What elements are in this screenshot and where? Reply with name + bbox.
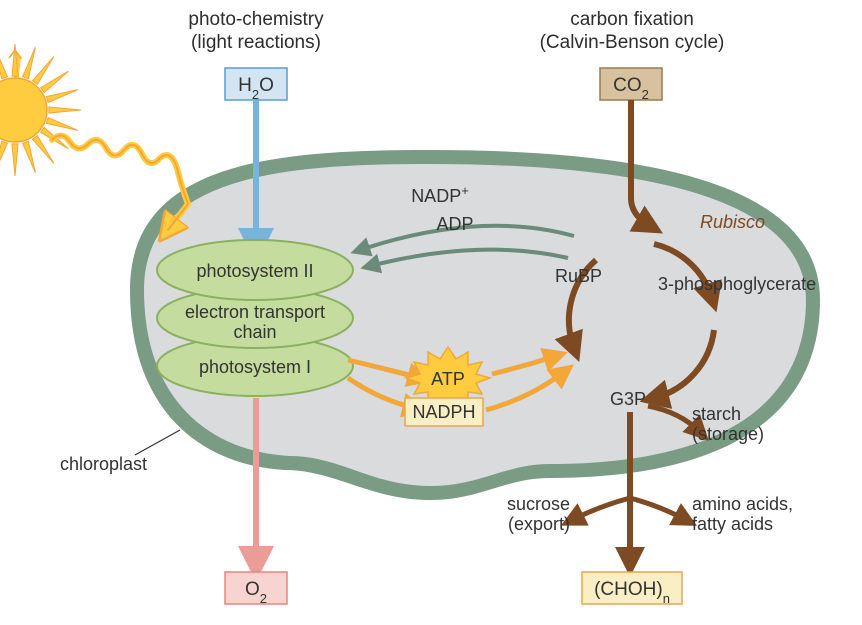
- subtitle-left: (light reactions): [191, 32, 321, 53]
- starch-label: starch: [692, 404, 741, 424]
- fatty-label: fatty acids: [692, 514, 773, 534]
- title-left: photo-chemistry: [188, 9, 324, 30]
- title-right: carbon fixation: [570, 9, 694, 30]
- sun-icon: [0, 44, 81, 176]
- etc-label-2: chain: [233, 322, 276, 342]
- choh-to-sucrose-arrow: [572, 498, 630, 520]
- adp-label: ADP: [436, 214, 473, 234]
- storage-label: (storage): [692, 424, 764, 444]
- subtitle-right: (Calvin-Benson cycle): [540, 32, 725, 53]
- ps1-label: photosystem I: [199, 357, 311, 377]
- export-label: (export): [508, 514, 570, 534]
- nadp-label: NADP+: [411, 183, 469, 207]
- chloroplast-pointer: [135, 430, 180, 455]
- sucrose-label: sucrose: [507, 494, 570, 514]
- amino-label: amino acids,: [692, 494, 793, 514]
- pg3-label: 3-phosphoglycerate: [658, 274, 816, 294]
- rubisco-label: Rubisco: [700, 212, 765, 232]
- g3p-label: G3P: [610, 389, 646, 409]
- nadph-label: NADPH: [412, 402, 475, 422]
- ps2-label: photosystem II: [196, 261, 313, 281]
- etc-label-1: electron transport: [185, 302, 325, 322]
- atp-label: ATP: [431, 369, 465, 389]
- chloroplast-label: chloroplast: [60, 454, 147, 474]
- rubp-label: RuBP: [555, 266, 602, 286]
- photosynthesis-diagram: photo-chemistry (light reactions) carbon…: [0, 0, 862, 625]
- choh-to-amino-arrow: [630, 498, 686, 520]
